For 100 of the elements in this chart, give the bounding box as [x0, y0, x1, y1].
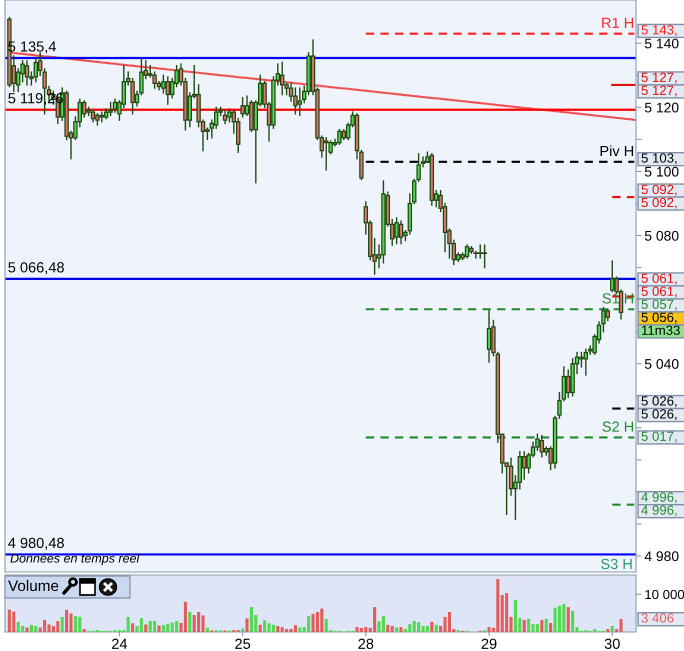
candlestick: [337, 129, 342, 145]
bar: [395, 627, 398, 632]
bar: [536, 624, 539, 632]
bar: [571, 610, 574, 632]
candlestick: [108, 102, 113, 116]
data-label: 5 127,: [642, 72, 676, 84]
bar: [47, 624, 51, 632]
bar: [34, 626, 38, 632]
bar: [170, 622, 174, 632]
bar: [267, 623, 271, 632]
bar: [399, 627, 403, 632]
text: 5 056,: [642, 312, 676, 324]
candlestick: [24, 60, 30, 86]
x-tick-label: 25: [235, 638, 250, 649]
bar: [324, 618, 328, 632]
y-tick-label: 5 100: [644, 166, 679, 177]
x-tick-label: 29: [482, 638, 496, 649]
bar: [25, 627, 29, 632]
bar: [549, 622, 552, 632]
x-tick-label: 30: [604, 638, 620, 649]
bar: [263, 620, 266, 632]
bar: [562, 604, 566, 632]
bar: [487, 627, 491, 632]
y-tick-label: 5 040: [644, 359, 679, 369]
annotation: Données en temps réel: [10, 553, 140, 566]
candlestick: [464, 244, 470, 259]
bar: [258, 624, 262, 632]
data-label: 5 103,: [642, 153, 676, 164]
bar: [157, 626, 161, 632]
candlestick: [90, 110, 96, 122]
candlestick: [95, 113, 100, 126]
annotation: S3 H: [601, 558, 632, 570]
bar: [245, 618, 249, 632]
bar: [69, 614, 73, 632]
bar: [566, 607, 570, 632]
candlestick: [227, 108, 232, 122]
bar: [540, 620, 544, 632]
ref-line-label: 4 980,48: [8, 538, 64, 550]
text: 3 406: [642, 613, 674, 623]
bar: [430, 622, 434, 632]
candlestick: [240, 97, 245, 118]
y-tick-label: 5 140: [644, 38, 679, 48]
candlestick: [161, 74, 166, 94]
bar: [131, 623, 134, 632]
bar: [126, 616, 130, 632]
bar: [188, 612, 192, 632]
data-label: 5 026,: [642, 396, 676, 408]
data-label: 5 092,: [642, 198, 676, 209]
bar: [82, 628, 86, 632]
data-label: 5 092,: [642, 184, 676, 196]
data-label: 5 061,: [642, 274, 676, 284]
bar: [421, 626, 425, 632]
candlestick: [112, 98, 118, 113]
candlestick: [579, 352, 584, 368]
series-label: S2 H: [602, 421, 634, 432]
candlestick: [398, 220, 404, 244]
bar: [192, 615, 196, 632]
bar: [184, 602, 187, 632]
bar: [553, 608, 557, 632]
bar: [382, 616, 385, 632]
bar: [241, 628, 244, 632]
y-tick-label: 10 000: [645, 590, 684, 600]
bar: [434, 624, 438, 632]
bar: [426, 626, 429, 632]
x-tick-label: 28: [358, 638, 374, 649]
bar: [56, 621, 60, 632]
bar: [355, 627, 359, 632]
bar: [148, 621, 152, 632]
bar: [60, 616, 64, 632]
bar: [527, 618, 530, 632]
bar: [140, 618, 143, 632]
y-tick-label: 4 980: [644, 551, 679, 562]
bar: [544, 618, 548, 632]
bar: [65, 610, 68, 632]
data-label: 5 143,: [642, 25, 676, 36]
bar: [78, 616, 82, 632]
bar: [206, 628, 209, 632]
y-tick-label: 5 080: [644, 230, 679, 241]
bar: [272, 624, 275, 632]
bar: [280, 627, 284, 632]
series-label: Piv H: [600, 145, 634, 156]
data-label: 5 061,: [642, 286, 676, 298]
candlestick: [394, 217, 399, 244]
bar: [12, 612, 16, 632]
bar: [610, 626, 614, 632]
chart-title: Volume: [8, 580, 58, 592]
bar: [201, 615, 205, 632]
candlestick: [486, 310, 492, 363]
data-label: 4 996,: [641, 492, 676, 504]
bar: [144, 624, 148, 632]
bar: [16, 622, 20, 632]
bar: [289, 628, 293, 632]
series-label: R1 H: [602, 18, 634, 28]
bar: [606, 628, 610, 632]
ref-line-label: 5 066,48: [8, 262, 64, 274]
bar: [294, 625, 297, 632]
bar: [412, 621, 416, 632]
data-label: 5 017,: [642, 432, 676, 443]
x-tick-label: 24: [112, 638, 128, 649]
data-label: 5 127,: [642, 86, 676, 97]
